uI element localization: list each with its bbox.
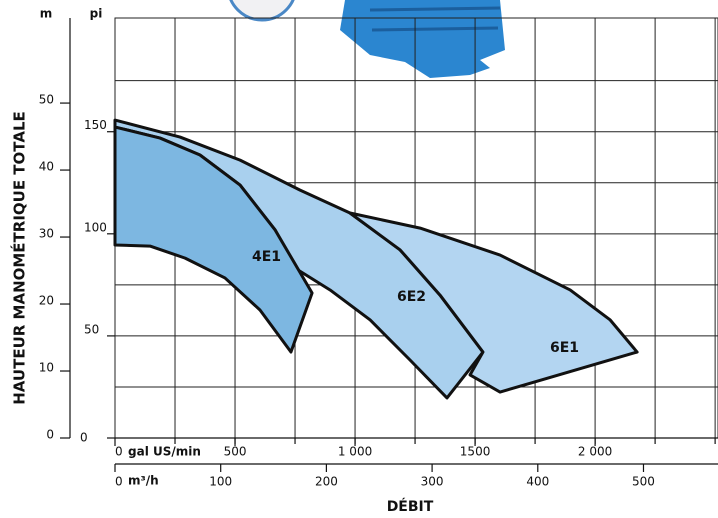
y2-tick-label: 40	[39, 160, 54, 174]
x2-tick-label: 400	[526, 475, 549, 489]
region-label: 6E1	[550, 340, 579, 356]
x-tick-label: 0	[115, 445, 123, 459]
region-label: 4E1	[252, 249, 281, 265]
x2-tick-label: 100	[209, 475, 232, 489]
y-axis-title: HAUTEUR MANOMÉTRIQUE TOTALE	[10, 111, 29, 405]
y-tick-label: 0	[80, 431, 88, 445]
y2-tick-label: 50	[39, 93, 54, 107]
pump-illustration	[229, 0, 505, 78]
y2-tick-label: 30	[39, 227, 54, 241]
pump-region	[113, 125, 314, 354]
region-label: 6E2	[397, 289, 426, 305]
x-tick-label: 500	[224, 445, 247, 459]
y-tick-label: 100	[84, 220, 107, 234]
x2-tick-label: 200	[315, 475, 338, 489]
x2-tick-label: 300	[421, 475, 444, 489]
y-label: pi	[90, 7, 103, 21]
x2-tick-label: 500	[632, 475, 655, 489]
x-axis-title: DÉBIT	[387, 498, 434, 515]
x-tick-label: 2 000	[578, 445, 612, 459]
pump-region	[348, 211, 639, 394]
regions	[113, 118, 639, 400]
x-tick-label: 1 000	[338, 445, 372, 459]
y2-tick-label: 10	[39, 361, 54, 375]
y-tick-label: 150	[84, 118, 107, 132]
x-label: gal US/min	[128, 445, 201, 459]
x2-tick-label: 0	[115, 475, 123, 489]
x2-label: m³/h	[128, 474, 159, 488]
y2-tick-label: 0	[46, 428, 54, 442]
x-tick-label: 1500	[460, 445, 491, 459]
y2-tick-label: 20	[39, 294, 54, 308]
y-tick-label: 50	[84, 322, 99, 336]
y2-label: m	[40, 7, 53, 21]
axes	[69, 18, 718, 465]
